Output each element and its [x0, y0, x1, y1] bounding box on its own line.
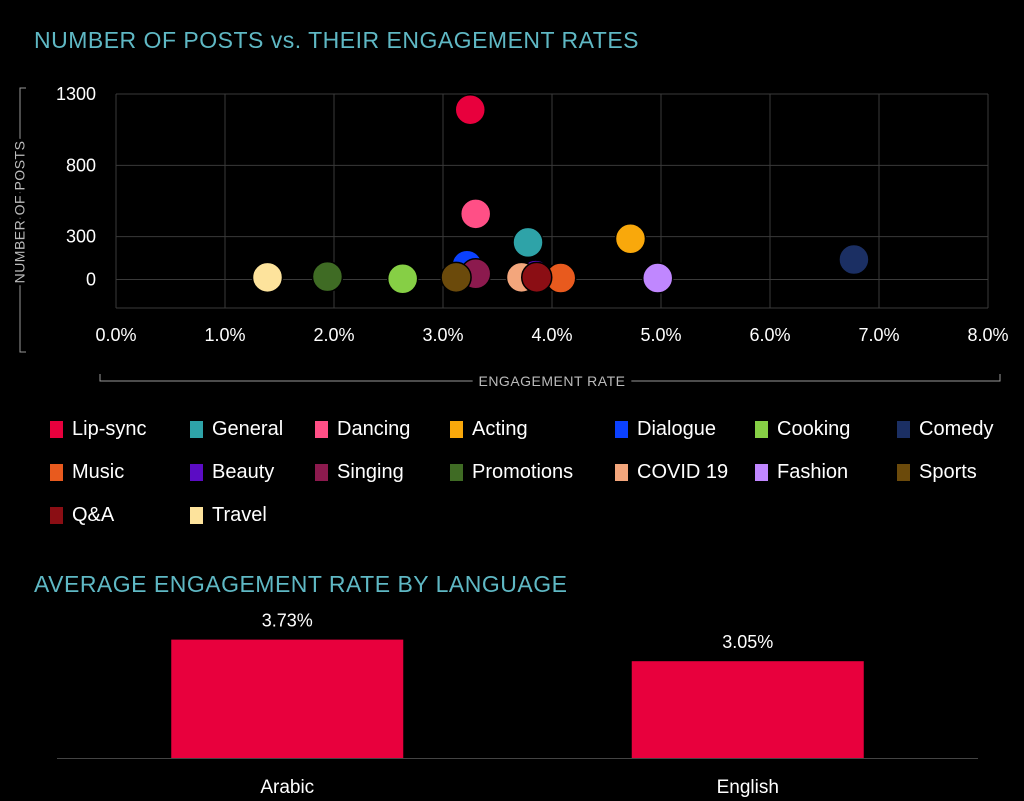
x-tick-label: 2.0% — [313, 325, 354, 345]
scatter-tick-labels: 1300 800 300 0 0.0% 1.0% 2.0% 3.0% 4.0% 5.0% 6.0% 7… — [56, 84, 1009, 345]
point-travel: Travel — [251, 261, 284, 294]
legend-swatch — [50, 464, 63, 481]
legend-swatch — [190, 421, 203, 438]
legend-label: Acting — [472, 418, 528, 440]
bar-value-label: 3.73% — [262, 611, 313, 631]
legend-swatch — [50, 507, 63, 524]
legend-swatch — [315, 421, 328, 438]
legend-item-beauty: Beauty — [190, 461, 274, 484]
point-q-a: Q&A — [520, 261, 553, 294]
legend-label: General — [212, 418, 284, 440]
legend-label: Beauty — [212, 461, 275, 483]
legend-item-q-a: Q&A — [50, 504, 114, 527]
y-axis-title: NUMBER OF POSTS — [12, 141, 28, 284]
bar-category-label: Arabic — [260, 777, 314, 798]
x-tick-label: 8.0% — [967, 325, 1008, 345]
x-tick-label: 6.0% — [749, 325, 790, 345]
legend-item-covid-19: COVID 19 — [615, 461, 728, 484]
legend-item-lip-sync: Lip-sync — [50, 418, 146, 441]
legend-label: Comedy — [919, 418, 994, 440]
legend-item-general: General — [190, 418, 283, 441]
bar-chart-title: AVERAGE ENGAGEMENT RATE BY LANGUAGE — [34, 571, 568, 597]
point-general: General — [512, 226, 544, 259]
legend-item-singing: Singing — [315, 461, 404, 484]
legend-swatch — [897, 421, 910, 438]
scatter-chart-title: NUMBER OF POSTS vs. THEIR ENGAGEMENT RAT… — [34, 27, 640, 53]
point-lip-sync: Lip-sync — [454, 93, 486, 126]
legend-swatch — [315, 464, 328, 481]
x-tick-label: 5.0% — [640, 325, 681, 345]
legend-label: Promotions — [472, 461, 574, 483]
legend-label: Singing — [337, 461, 404, 483]
legend-swatch — [615, 464, 628, 481]
legend-item-travel: Travel — [190, 504, 267, 527]
legend-swatch — [755, 421, 768, 438]
legend-item-cooking: Cooking — [755, 418, 850, 441]
bar-category-label: English — [717, 777, 779, 798]
legend-item-music: Music — [50, 461, 124, 484]
legend-item-sports: Sports — [897, 461, 977, 484]
point-fashion: Fashion — [641, 262, 674, 294]
legend-label: Music — [72, 461, 125, 483]
legend-swatch — [450, 464, 463, 481]
legend-item-promotions: Promotions — [450, 461, 573, 484]
y-tick-label: 300 — [66, 227, 96, 247]
legend-swatch — [50, 421, 63, 438]
y-axis-bracket — [19, 87, 26, 353]
point-sports: Sports — [440, 261, 472, 294]
legend-label: Dancing — [337, 418, 411, 440]
x-tick-label: 4.0% — [531, 325, 572, 345]
bar-english — [631, 661, 864, 758]
point-comedy: Comedy — [838, 243, 870, 276]
bar-arabic — [171, 639, 404, 758]
legend-swatch — [190, 507, 203, 524]
bar-chart: 3.73% Arabic 3.05% English — [57, 611, 978, 798]
point-acting: Acting — [614, 223, 647, 255]
y-tick-label: 800 — [66, 155, 96, 175]
x-axis-bracket — [99, 374, 1001, 382]
legend-label: Cooking — [777, 418, 851, 440]
legend-item-dancing: Dancing — [315, 418, 410, 441]
y-tick-label: 1300 — [56, 84, 96, 104]
x-tick-label: 1.0% — [204, 325, 245, 345]
legend-item-dialogue: Dialogue — [615, 418, 716, 441]
legend-item-comedy: Comedy — [897, 418, 993, 441]
legend-label: Q&A — [72, 504, 115, 526]
legend-label: Lip-sync — [72, 418, 147, 440]
bar-value-label: 3.05% — [722, 632, 773, 652]
x-tick-label: 7.0% — [858, 325, 899, 345]
x-tick-label: 3.0% — [422, 325, 463, 345]
point-cooking: Cooking — [386, 263, 419, 295]
scatter-points: Lip-syncGeneralDancingActingDialogueCook… — [251, 93, 870, 295]
y-tick-label: 0 — [86, 269, 96, 289]
legend-swatch — [190, 464, 203, 481]
legend-label: COVID 19 — [637, 461, 729, 483]
legend-label: Fashion — [777, 461, 849, 483]
legend-label: Travel — [212, 504, 267, 526]
legend-label: Sports — [919, 461, 977, 483]
legend-swatch — [897, 464, 910, 481]
scatter-axis-titles: NUMBER OF POSTS ENGAGEMENT RATE — [9, 87, 1001, 396]
legend-item-acting: Acting — [450, 418, 528, 441]
x-axis-title: ENGAGEMENT RATE — [478, 373, 625, 389]
legend-label: Dialogue — [637, 418, 716, 440]
legend-item-fashion: Fashion — [755, 461, 848, 484]
legend-swatch — [755, 464, 768, 481]
point-dancing: Dancing — [459, 198, 492, 230]
legend-swatch — [615, 421, 628, 438]
point-promotions: Promotions — [311, 260, 344, 293]
legend-swatch — [450, 421, 463, 438]
x-tick-label: 0.0% — [95, 325, 136, 345]
